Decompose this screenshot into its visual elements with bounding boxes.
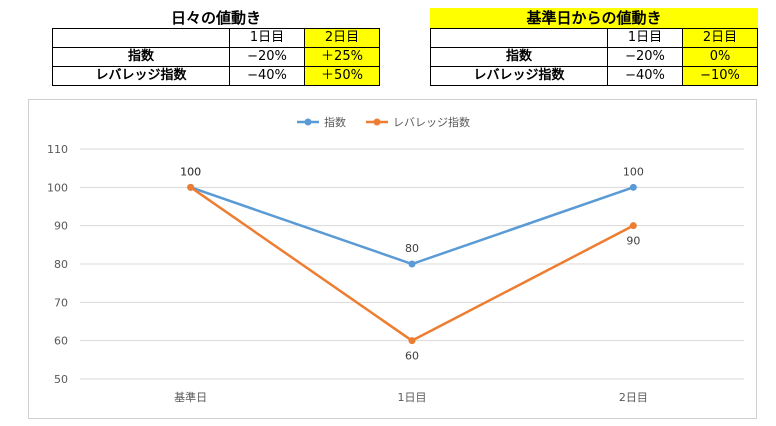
data-label: 80 [405,242,419,255]
data-point [187,183,195,191]
legend-entry: レバレッジ指数 [393,115,470,129]
base-change-table-block: 基準日からの値動き 1日目 2日目 指数 −20% 0% レバレッジ指数 −40… [430,8,758,86]
table-cell: −40% [607,66,683,86]
row-label: 指数 [430,47,608,67]
base-change-table: 1日目 2日目 指数 −20% 0% レバレッジ指数 −40% −10% [430,28,758,86]
table-cell: ＋50% [304,66,380,86]
table-row: 指数 −20% 0% [430,47,758,67]
table-cell: 0% [682,47,758,67]
y-tick-label: 50 [54,373,68,386]
table-row: 指数 −20% ＋25% [52,47,380,67]
row-label: レバレッジ指数 [430,66,608,86]
data-label: 100 [180,165,201,178]
y-tick-label: 100 [47,181,68,194]
data-point [408,337,416,345]
table-row: レバレッジ指数 −40% −10% [430,66,758,86]
data-point [629,183,637,191]
table-header-cell [52,28,230,48]
legend-swatch-marker [304,118,312,126]
table-header-cell: 2日目 [304,28,380,48]
row-label: レバレッジ指数 [52,66,230,86]
row-label: 指数 [52,47,230,67]
table-header-row: 1日目 2日目 [430,28,758,48]
y-tick-label: 110 [47,143,68,156]
table-header-row: 1日目 2日目 [52,28,380,48]
x-tick-label: 1日目 [398,391,427,404]
line-chart: 50 60 70 80 90 100 110 基準日 1日目 2日目 指数 レバレッジ指数 100 80 1… [47,115,744,404]
table-header-cell: 2日目 [682,28,758,48]
table-header-cell: 1日目 [229,28,305,48]
table-cell: ＋25% [304,47,380,67]
table-cell: −10% [682,66,758,86]
data-label: 90 [626,235,640,248]
table-header-cell: 1日目 [607,28,683,48]
y-tick-label: 80 [54,258,68,271]
data-label: 100 [180,165,201,178]
daily-change-table: 1日目 2日目 指数 −20% ＋25% レバレッジ指数 −40% ＋50% [52,28,380,86]
y-tick-label: 70 [54,296,68,309]
table-row: レバレッジ指数 −40% ＋50% [52,66,380,86]
base-change-title: 基準日からの値動き [430,8,758,28]
y-tick-label: 60 [54,335,68,348]
x-tick-label: 基準日 [174,390,207,404]
daily-change-table-block: 日々の値動き 1日目 2日目 指数 −20% ＋25% レバレッジ指数 −40%… [52,8,380,86]
line-chart-frame: 50 60 70 80 90 100 110 基準日 1日目 2日目 指数 レバレッジ指数 100 80 1… [28,99,757,419]
data-point [408,260,416,268]
legend-swatch-marker [373,118,381,126]
table-cell: −20% [607,47,683,67]
data-label: 60 [405,350,419,363]
table-cell: −20% [229,47,305,67]
x-tick-label: 2日目 [619,391,648,404]
y-tick-label: 90 [54,220,68,233]
table-cell: −40% [229,66,305,86]
daily-change-title: 日々の値動き [170,9,261,27]
table-header-cell [430,28,608,48]
data-point [629,222,637,230]
data-label: 100 [623,165,644,178]
legend-entry: 指数 [324,115,346,129]
